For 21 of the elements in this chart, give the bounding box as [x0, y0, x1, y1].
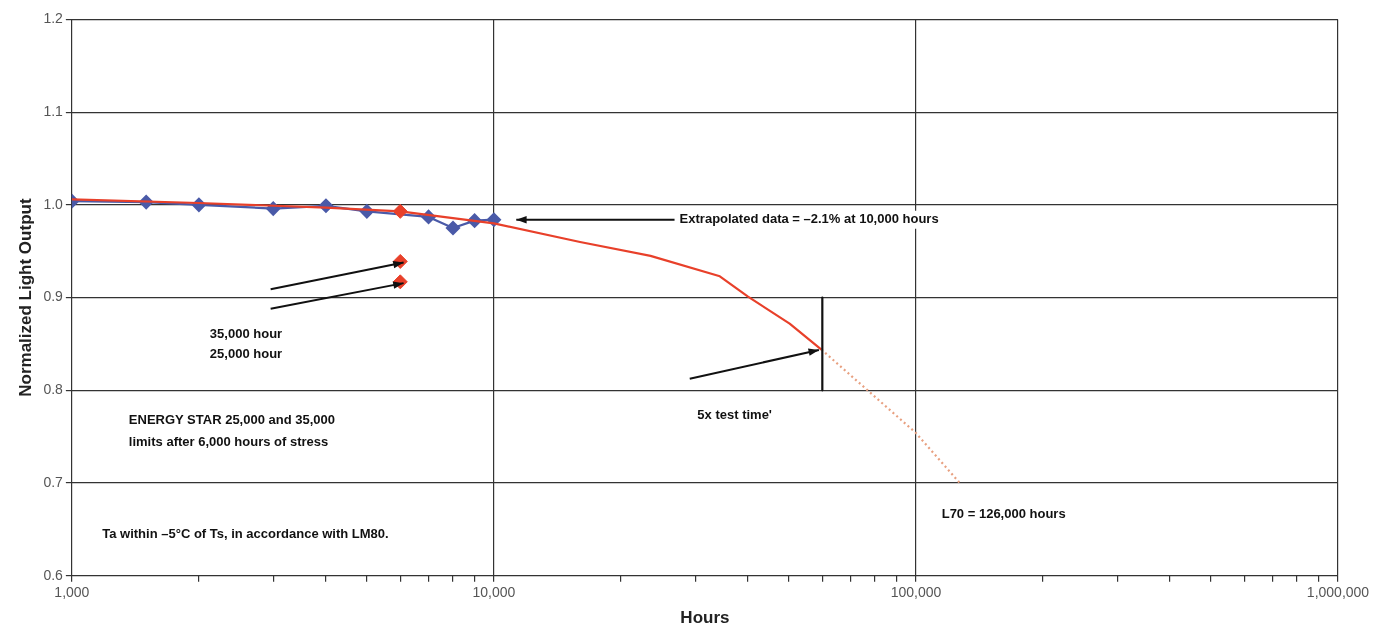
- annotation: ENERGY STAR 25,000 and 35,000: [128, 411, 336, 427]
- y-tick-label: 0.9: [43, 288, 64, 305]
- y-tick-label: 0.6: [43, 566, 64, 583]
- x-tick-label: 10,000: [472, 584, 516, 601]
- annotation: Ta within –5°C of Ts, in accordance with LM80.: [102, 526, 389, 542]
- annotation: 25,000 hour: [209, 346, 283, 362]
- y-tick-label: 0.8: [43, 381, 64, 398]
- annotation: 35,000 hour: [209, 325, 283, 341]
- y-tick-label: 0.7: [43, 473, 64, 490]
- annotation: 5x test time': [697, 407, 772, 423]
- x-tick-label: 1,000: [54, 584, 90, 601]
- y-tick-label: 1.0: [43, 195, 64, 212]
- y-tick-label: 1.1: [43, 102, 64, 119]
- x-tick-label: 1,000,000: [1306, 584, 1370, 601]
- annotation: limits after 6,000 hours of stress: [128, 433, 329, 449]
- annotation: Extrapolated data = –2.1% at 10,000 hours: [679, 211, 939, 227]
- y-axis-title: Normalized Light Output: [15, 198, 35, 397]
- x-axis-title: Hours: [680, 608, 730, 628]
- y-tick-label: 1.2: [43, 10, 64, 27]
- x-tick-label: 100,000: [890, 584, 942, 601]
- annotation: L70 = 126,000 hours: [941, 505, 1066, 521]
